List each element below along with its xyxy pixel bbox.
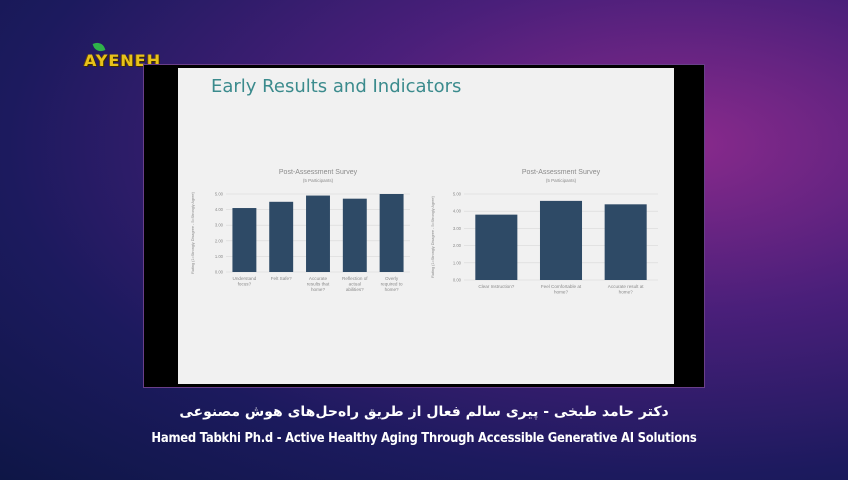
x-tick-line: Reflection of (342, 276, 368, 281)
x-tick-label: Accurate result at home? (608, 284, 644, 294)
chart-subtitle: (5 Participants) (303, 178, 334, 183)
x-tick-line: home? (554, 289, 568, 294)
chart-subtitle: (5 Participants) (546, 178, 577, 183)
chart-left-svg: Post-Assessment Survey (5 Participants) Ra… (191, 169, 410, 292)
x-tick-line: Overly (385, 276, 399, 281)
y-tick-label: 1.00 (215, 254, 224, 259)
caption-english: Hamed Tabkhi Ph.d - Active Healthy Aging… (151, 430, 697, 446)
x-tick-line: Accurate (309, 276, 328, 281)
chart-left: Post-Assessment Survey (5 Participants) Ra… (188, 164, 420, 304)
chart-title: Post-Assessment Survey (522, 169, 601, 176)
y-tick-label: 2.00 (215, 238, 224, 243)
bar (475, 214, 518, 280)
chart-right: Post-Assessment Survey (5 Participants) Ra… (428, 164, 668, 304)
bar (232, 208, 257, 272)
y-tick-label: 3.00 (215, 223, 224, 228)
caption-farsi: دکتر حامد طبخی - پیری سالم فعال از طریق … (179, 404, 669, 420)
x-tick-line: Clear Instruction? (478, 284, 514, 289)
x-tick-line: actual (349, 281, 361, 286)
channel-logo-text: AYENEH (84, 50, 162, 70)
presentation-slide: Early Results and Indicators Post-Assess… (178, 68, 674, 384)
x-tick-line: required to (381, 281, 403, 286)
y-tick-label: 2.00 (453, 243, 462, 248)
y-tick-label: 0.00 (453, 278, 462, 283)
y-tick-label: 4.00 (215, 207, 224, 212)
chart-ylabel: Rating (1=Strongly Disagree - 5=Strongly… (431, 195, 435, 277)
x-tick-line: abilities? (346, 287, 364, 292)
x-tick-line: Feel Comfortable at (541, 284, 582, 289)
slide-title: Early Results and Indicators (211, 76, 462, 97)
x-tick-line: Understand (233, 276, 257, 281)
x-tick-label: Felt Safe? (271, 276, 292, 281)
bar (379, 194, 404, 272)
x-tick-line: results that (307, 281, 330, 286)
y-tick-label: 3.00 (453, 226, 462, 231)
x-tick-label: Feel Comfortable at home? (541, 284, 582, 294)
chart-ylabel: Rating (1=Strongly Disagree - 5=Strongly… (191, 191, 195, 273)
x-tick-line: home? (619, 289, 633, 294)
y-tick-label: 5.00 (215, 192, 224, 197)
channel-logo: AYENEH (84, 40, 162, 72)
x-tick-label: Understand focus? (233, 276, 257, 286)
x-tick-line: focus? (238, 281, 252, 286)
bar (306, 195, 330, 272)
x-tick-line: home? (385, 287, 399, 292)
bar (269, 201, 294, 272)
bar (604, 204, 647, 280)
x-tick-line: home? (311, 287, 325, 292)
y-tick-label: 1.00 (453, 260, 462, 265)
y-tick-label: 4.00 (453, 209, 462, 214)
y-tick-label: 0.00 (215, 270, 224, 275)
x-tick-label: Clear Instruction? (478, 284, 514, 289)
chart-right-svg: Post-Assessment Survey (5 Participants) Ra… (431, 169, 658, 294)
x-tick-label: Accurate results that home? (307, 276, 330, 292)
x-tick-line: Accurate result at (608, 284, 644, 289)
y-tick-label: 5.00 (453, 192, 462, 197)
chart-title: Post-Assessment Survey (279, 169, 358, 176)
x-tick-label: Reflection of actual abilities? (342, 276, 368, 292)
x-tick-line: Felt Safe? (271, 276, 292, 281)
bar (539, 200, 583, 280)
bar (342, 198, 367, 272)
x-tick-label: Overly required to home? (381, 276, 403, 292)
